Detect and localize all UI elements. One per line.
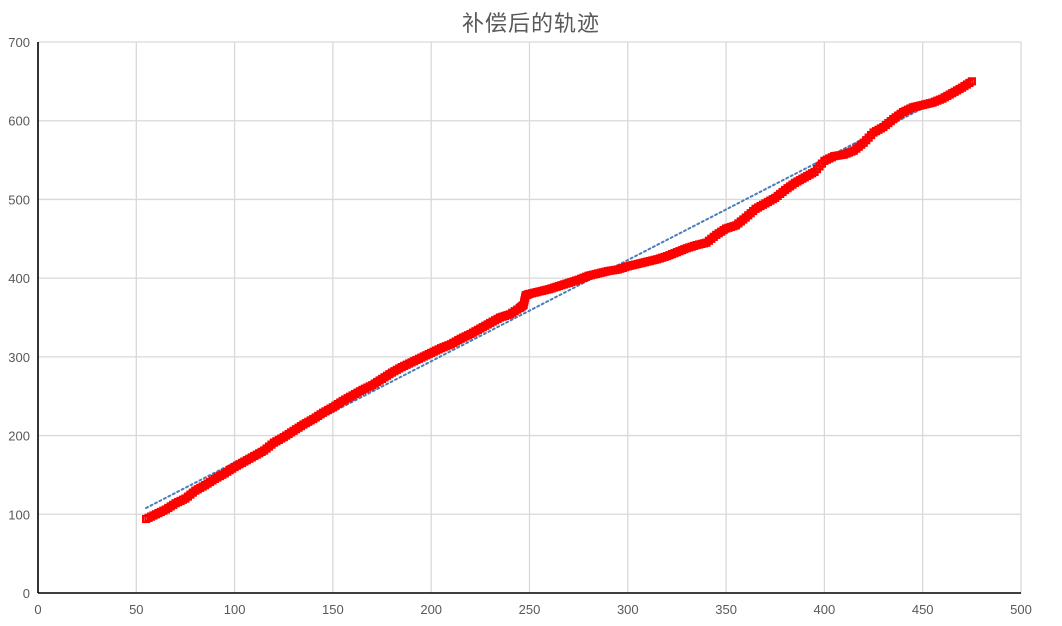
y-tick-label-400: 400 xyxy=(8,271,30,286)
x-tick-label-100: 100 xyxy=(224,602,246,617)
chart-title: 补偿后的轨迹 xyxy=(461,12,600,37)
y-tick-label-0: 0 xyxy=(23,586,30,601)
data-point-fill xyxy=(965,78,974,88)
gridlines xyxy=(38,41,1022,593)
axes xyxy=(37,42,1021,594)
x-tick-label-200: 200 xyxy=(420,602,442,617)
y-tick-label-300: 300 xyxy=(8,350,30,365)
x-tick-label-400: 400 xyxy=(814,602,836,617)
y-tick-label-200: 200 xyxy=(8,429,30,444)
x-tick-label-0: 0 xyxy=(34,602,41,617)
x-tick-label-150: 150 xyxy=(322,602,344,617)
tick-labels: 0 50 100 150 200 250 300 350 400 450 500 0 100 200 300… xyxy=(8,35,1032,617)
x-tick-label-450: 450 xyxy=(912,602,934,617)
x-tick-label-250: 250 xyxy=(519,602,541,617)
y-tick-label-500: 500 xyxy=(8,192,30,207)
data-point-fill xyxy=(808,169,817,178)
y-tick-label-100: 100 xyxy=(8,507,30,522)
data-points xyxy=(142,77,976,524)
data-point-fill xyxy=(739,215,748,224)
x-tick-label-500: 500 xyxy=(1010,602,1032,617)
y-tick-label-700: 700 xyxy=(8,35,30,50)
x-tick-label-300: 300 xyxy=(617,602,639,617)
y-tick-label-600: 600 xyxy=(8,114,30,129)
x-tick-label-50: 50 xyxy=(129,602,143,617)
data-point-fill xyxy=(857,140,866,149)
x-tick-label-350: 350 xyxy=(715,602,737,617)
